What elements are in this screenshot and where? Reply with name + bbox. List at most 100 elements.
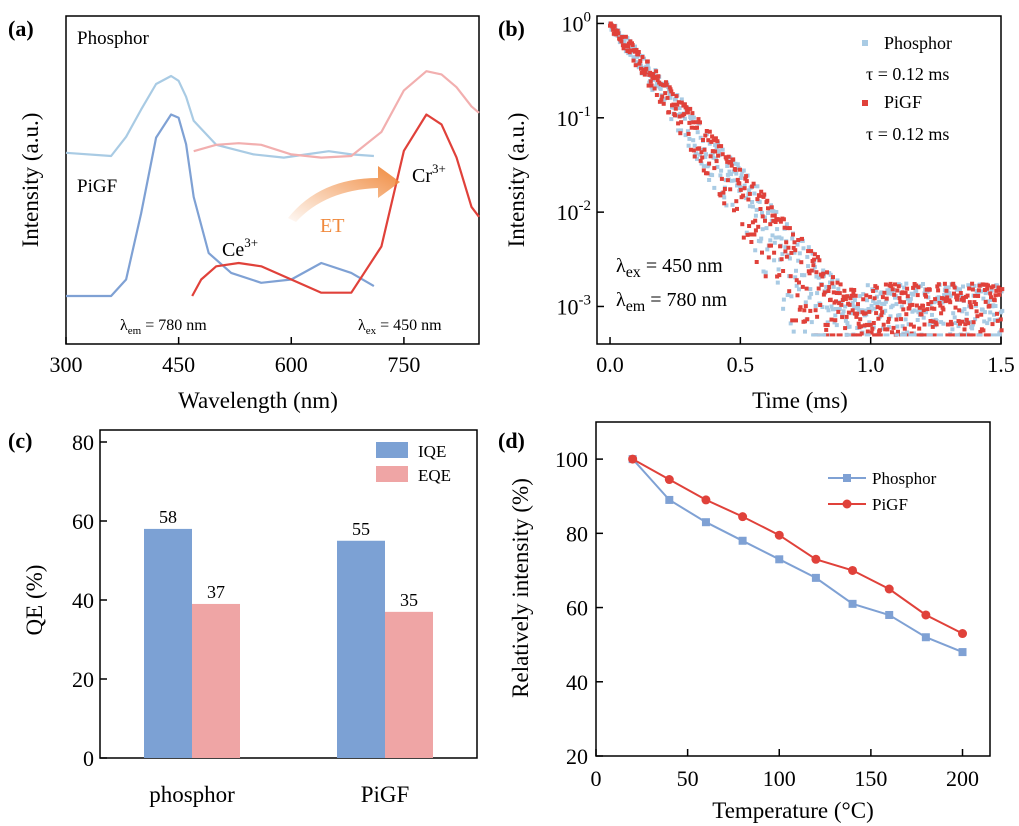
decay-point (807, 271, 812, 276)
decay-point (982, 319, 987, 324)
decay-point (859, 308, 864, 313)
decay-point (905, 330, 910, 335)
decay-point (645, 63, 650, 68)
phosphor-emission-line (193, 70, 480, 159)
decay-point (917, 333, 924, 337)
decay-point (661, 101, 666, 106)
decay-point (669, 117, 674, 122)
decay-point (722, 201, 727, 206)
decay-point (682, 102, 687, 107)
panel-a-label: (a) (8, 16, 34, 41)
decay-point (908, 333, 915, 337)
decay-point (767, 208, 772, 213)
decay-point (939, 296, 944, 301)
panel-a-xticks: 300 450 600 750 (50, 337, 420, 377)
decay-point (883, 327, 888, 332)
panel-a-ce-label: Ce3+ (222, 235, 258, 261)
decay-point (957, 308, 962, 313)
decay-point (935, 284, 940, 289)
decay-point (970, 287, 975, 292)
decay-point (780, 252, 785, 257)
decay-point (763, 270, 768, 275)
decay-point (958, 321, 962, 326)
decay-point (985, 321, 990, 326)
point-pigf (774, 530, 784, 540)
panel-b-ytick-label: 10-2 (557, 198, 592, 225)
decay-point (744, 174, 749, 179)
decay-point (686, 131, 691, 136)
decay-point (788, 274, 793, 279)
decay-point (851, 290, 856, 295)
decay-point (932, 306, 937, 311)
decay-point (813, 304, 818, 308)
decay-point (960, 319, 965, 324)
decay-point (955, 297, 959, 302)
decay-point (802, 273, 807, 278)
decay-point (819, 282, 824, 287)
decay-point (910, 309, 915, 314)
decay-point (964, 311, 969, 316)
decay-point (952, 315, 957, 320)
decay-point (766, 211, 770, 215)
decay-point (824, 327, 829, 332)
panel-a-xtick-label: 300 (50, 352, 83, 377)
decay-point (648, 79, 653, 84)
legend-b-pigf-tau: τ = 0.12 ms (866, 124, 949, 144)
decay-point (894, 333, 901, 337)
decay-point (701, 138, 705, 142)
decay-point (982, 282, 987, 287)
decay-point (642, 72, 647, 77)
decay-point (631, 58, 636, 63)
decay-point (858, 317, 863, 322)
decay-point (670, 92, 675, 97)
decay-point (840, 315, 845, 320)
decay-point (871, 321, 876, 325)
panel-d-xtick-label: 150 (854, 766, 887, 791)
point-phosphor (665, 495, 674, 504)
decay-point (869, 330, 874, 335)
decay-point (775, 227, 780, 232)
decay-point (662, 97, 667, 102)
decay-point (965, 293, 970, 298)
decay-point (721, 190, 726, 195)
decay-point (855, 326, 860, 330)
decay-point (614, 32, 619, 37)
decay-point (964, 317, 969, 322)
decay-point (813, 308, 818, 313)
decay-point (644, 66, 649, 71)
decay-point (991, 284, 996, 289)
decay-point (943, 299, 948, 304)
panel-c-frame (99, 429, 478, 759)
decay-point (744, 179, 749, 184)
decay-point (738, 167, 742, 172)
category-label: PiGF (361, 782, 410, 807)
panel-c-ylabel: QE (%) (22, 565, 47, 636)
decay-point (671, 102, 676, 107)
decay-point (894, 317, 899, 322)
decay-point (859, 324, 863, 329)
decay-point (705, 171, 710, 176)
decay-point (674, 94, 679, 99)
decay-point (809, 268, 814, 273)
decay-point (774, 210, 779, 214)
decay-point (805, 317, 810, 322)
decay-point (864, 333, 871, 337)
decay-point (676, 121, 681, 126)
decay-point (885, 288, 890, 293)
decay-point (692, 143, 697, 148)
decay-point (890, 330, 894, 335)
decay-point (972, 283, 977, 288)
decay-point (741, 235, 746, 240)
decay-point (945, 295, 950, 300)
decay-point (868, 322, 873, 327)
panel-b: 0.0 0.5 1.0 1.5 100 10-1 10-2 10-3 (b) Intensit… (498, 9, 1015, 413)
decay-point (987, 303, 992, 308)
decay-point (992, 318, 997, 323)
decay-point (786, 245, 791, 250)
decay-point (612, 24, 617, 29)
decay-point (640, 55, 645, 59)
decay-point (654, 84, 659, 89)
decay-point (886, 316, 891, 321)
decay-point (809, 249, 814, 254)
decay-point (1000, 287, 1005, 292)
